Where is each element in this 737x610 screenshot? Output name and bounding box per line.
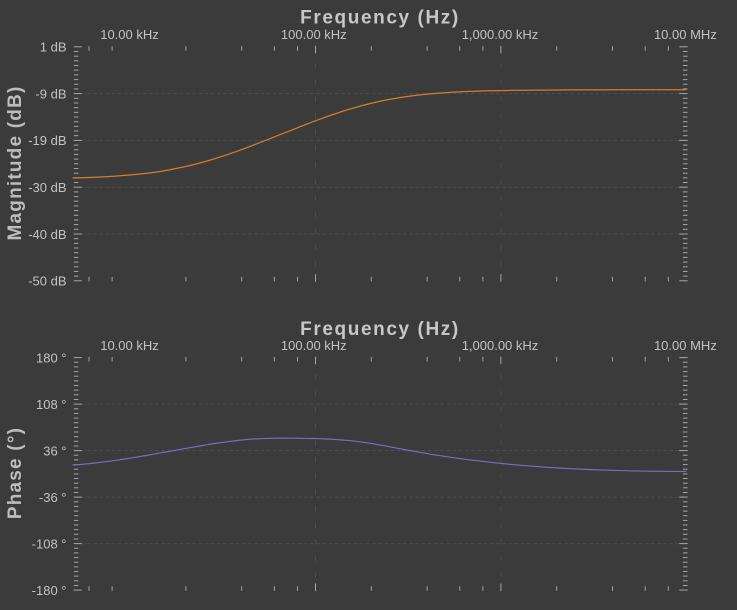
svg-text:Frequency (Hz): Frequency (Hz) — [300, 8, 460, 29]
svg-text:1 dB: 1 dB — [40, 40, 67, 55]
svg-text:10.00 MHz: 10.00 MHz — [654, 338, 717, 353]
svg-text:100.00 kHz: 100.00 kHz — [281, 338, 347, 353]
svg-text:Magnitude (dB): Magnitude (dB) — [5, 85, 26, 240]
svg-text:-40 dB: -40 dB — [28, 227, 66, 242]
svg-text:Frequency (Hz): Frequency (Hz) — [300, 319, 460, 340]
svg-text:108 °: 108 ° — [36, 397, 67, 412]
svg-text:-108 °: -108 ° — [32, 536, 67, 551]
svg-text:1,000.00 kHz: 1,000.00 kHz — [462, 27, 539, 42]
svg-text:Phase (°): Phase (°) — [5, 427, 26, 519]
svg-text:10.00 kHz: 10.00 kHz — [100, 27, 159, 42]
svg-text:-36 °: -36 ° — [39, 490, 67, 505]
svg-text:-180 °: -180 ° — [32, 583, 67, 598]
svg-text:10.00 kHz: 10.00 kHz — [100, 338, 159, 353]
svg-text:-50 dB: -50 dB — [28, 274, 66, 289]
svg-text:36 °: 36 ° — [43, 443, 66, 458]
svg-text:10.00 MHz: 10.00 MHz — [654, 27, 717, 42]
svg-text:100.00 kHz: 100.00 kHz — [281, 27, 347, 42]
svg-text:-9 dB: -9 dB — [35, 86, 66, 101]
svg-text:-19 dB: -19 dB — [28, 133, 66, 148]
svg-text:-30 dB: -30 dB — [28, 180, 66, 195]
svg-text:1,000.00 kHz: 1,000.00 kHz — [462, 338, 539, 353]
svg-text:180 °: 180 ° — [36, 350, 67, 365]
